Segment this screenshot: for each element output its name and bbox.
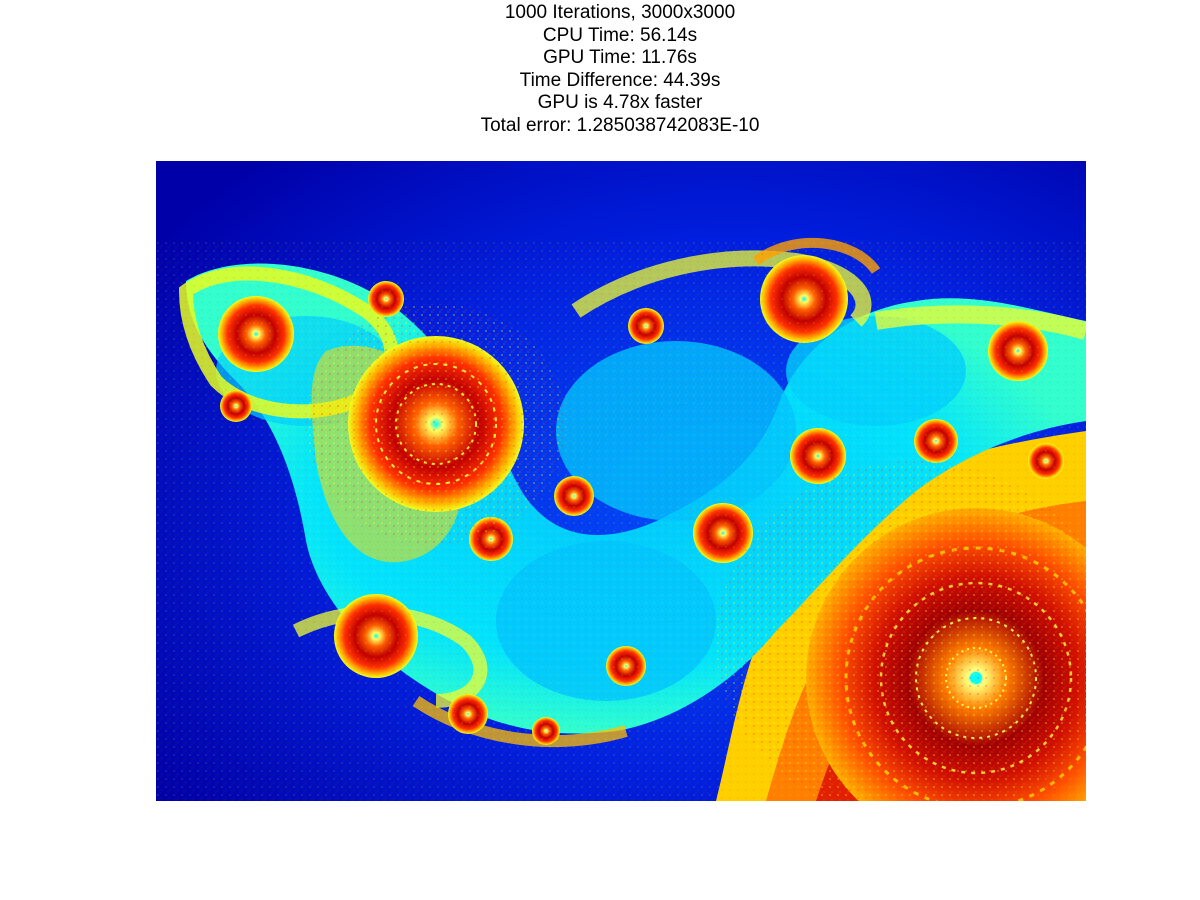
fractal-graphic (156, 161, 1086, 801)
figure-title: 1000 Iterations, 3000x3000 CPU Time: 56.… (0, 2, 1200, 137)
title-line-time-difference: Time Difference: 44.39s (519, 69, 721, 91)
fractal-image (156, 161, 1086, 801)
title-line-iterations: 1000 Iterations, 3000x3000 (504, 2, 736, 23)
title-line-speedup: GPU is 4.78x faster (537, 92, 703, 113)
title-line-cpu-time: CPU Time: 56.14s (542, 24, 698, 46)
title-line-gpu-time: GPU Time: 11.76s (543, 47, 697, 68)
title-line-total-error: Total error: 1.285038742083E-10 (480, 114, 760, 136)
